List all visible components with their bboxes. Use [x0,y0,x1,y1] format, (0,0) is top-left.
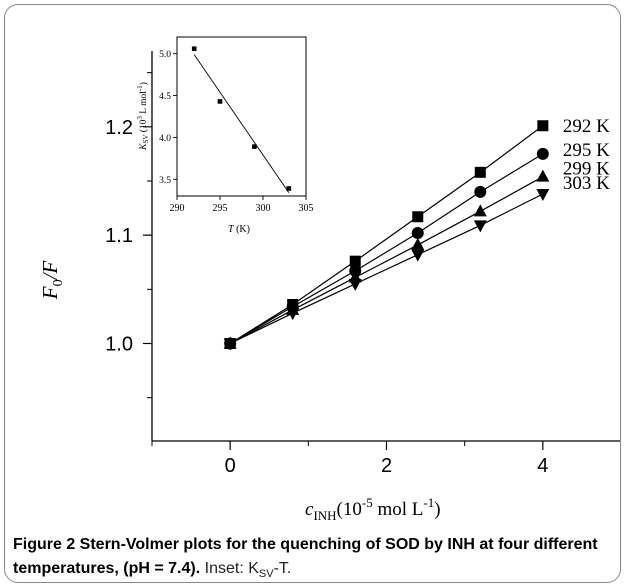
figure-caption: Figure 2 Stern-Volmer plots for the quen… [13,533,613,582]
main-y-tick-label: 1.2 [105,117,133,139]
main-y-axis-label: F0/F [38,261,66,301]
caption-inset-note: Inset: KSV-T. [204,560,292,581]
data-point [537,120,549,132]
series-line-295k [229,153,544,345]
inset-x-tick-label: 305 [299,203,314,214]
series-label: 292 K [563,116,610,137]
inset-y-ticks: 3.5 4.0 4.5 5.0 [159,50,177,186]
inset-data-point [191,46,197,52]
main-y-tick-label: 1.0 [105,334,133,356]
data-point [411,227,424,239]
inset-x-tick-label: 295 [213,203,228,214]
data-point [536,189,550,201]
data-point [286,308,300,321]
data-point [411,237,425,250]
figure-frame: 0 2 4 1.0 1.1 1.2 292 K 295 K 299 K 303 K cINH(… [4,4,621,583]
main-series-group [223,120,550,351]
inset-y-axis-label: KSV (103 L mol-1) [136,82,150,151]
caption-title: Figure 2 Stern-Volmer plots for the quen… [13,536,598,577]
inset-y-tick-label: 4.5 [159,92,171,102]
inset-y-tick-label: 5.0 [159,50,171,60]
main-x-axis-label: cINH(10-5 mol L-1) [305,495,441,523]
inset-x-tick-label: 300 [256,203,271,214]
main-x-tick-label: 2 [381,455,392,477]
data-point [348,278,362,291]
data-point [411,249,425,262]
inset-chart: 290 295 300 305 3.5 4.0 4.5 5.0 T (K) KSV (103… [136,36,314,235]
data-point [474,185,487,198]
series-label: 295 K [563,140,610,161]
main-x-tick-label: 4 [537,455,548,477]
inset-points [191,46,292,191]
inset-frame [176,36,307,197]
data-point [536,169,550,182]
data-point [474,166,486,178]
series-label: 299 K [563,159,610,180]
main-x-ticks: 0 2 4 [151,441,548,477]
data-point [473,220,487,233]
inset-x-tick-label: 290 [170,203,185,214]
data-point [349,255,361,267]
inset-data-point [252,144,257,149]
inset-data-point [217,99,223,104]
inset-data-point [286,186,292,191]
inset-y-tick-label: 3.5 [159,176,171,186]
data-point [536,147,549,160]
inset-y-tick-label: 4.0 [159,134,171,144]
main-y-ticks: 1.0 1.1 1.2 [105,72,152,399]
series-line-303k [229,193,544,345]
inset-fit-line [193,54,290,193]
series-label: 303 K [563,173,610,194]
data-point [412,211,424,223]
inset-x-axis-label: T (K) [228,224,250,235]
main-y-tick-label: 1.1 [105,225,133,247]
main-x-tick-label: 0 [225,455,236,477]
data-point [473,204,487,217]
inset-x-ticks: 290 295 300 305 [170,196,314,214]
series-line-292k [229,125,544,345]
series-line-299k [229,176,544,345]
data-point [223,338,237,351]
